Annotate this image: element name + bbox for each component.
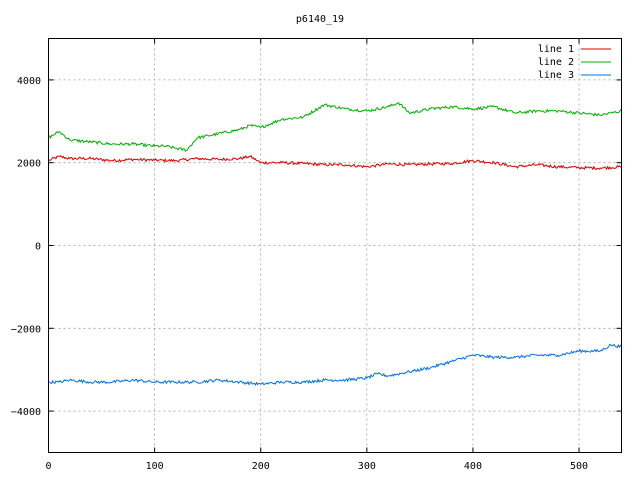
grid <box>48 38 622 453</box>
x-tick-label: 500 <box>570 461 588 472</box>
y-tick-label: 0 <box>35 242 41 253</box>
x-tick-label: 100 <box>146 461 164 472</box>
x-tick-label: 200 <box>252 461 270 472</box>
axis-ticks: 0 100 200 300 400 500 −4000 −2000 0 2000 4000 <box>11 38 622 472</box>
x-tick-label: 0 <box>45 461 51 472</box>
x-tick-label: 300 <box>358 461 376 472</box>
y-tick-label: −4000 <box>11 407 41 418</box>
legend-label: line 3 <box>538 70 574 81</box>
legend: line 1 line 2 line 3 <box>538 44 611 81</box>
legend-label: line 2 <box>538 57 574 68</box>
y-tick-label: −2000 <box>11 324 41 335</box>
chart-title: p6140_19 <box>296 14 344 25</box>
legend-label: line 1 <box>538 44 574 55</box>
x-tick-label: 400 <box>464 461 482 472</box>
series-line-3 <box>48 343 622 386</box>
series-group <box>48 102 622 386</box>
y-tick-label: 4000 <box>17 76 41 87</box>
series-line-1 <box>48 154 622 171</box>
y-tick-label: 2000 <box>17 159 41 170</box>
series-line-2 <box>48 102 622 153</box>
